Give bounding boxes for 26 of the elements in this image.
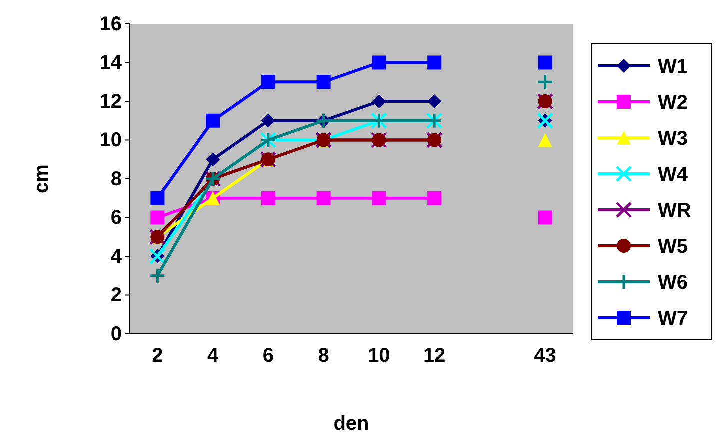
legend-label: W4 xyxy=(658,164,689,186)
y-tick-label: 2 xyxy=(110,284,122,307)
x-tick-label: 43 xyxy=(534,345,556,368)
legend-label: W7 xyxy=(658,308,688,330)
y-tick-label: 14 xyxy=(100,52,123,74)
y-tick-label: 10 xyxy=(100,130,122,152)
x-tick-label: 4 xyxy=(208,345,220,368)
y-tick-label: 12 xyxy=(100,90,122,113)
x-tick-label: 10 xyxy=(368,345,390,368)
x-tick-label: 8 xyxy=(318,345,330,368)
y-axis-title: cm xyxy=(31,164,53,194)
legend-label: W5 xyxy=(658,236,688,258)
y-tick-label: 4 xyxy=(110,246,123,268)
legend-label: W6 xyxy=(658,272,688,294)
legend-label: W3 xyxy=(658,128,688,150)
legend-label: W2 xyxy=(658,92,688,114)
y-tick-label: 8 xyxy=(110,168,122,190)
x-tick-label: 2 xyxy=(152,345,164,368)
x-tick-label: 12 xyxy=(423,345,446,368)
legend-label: W1 xyxy=(658,56,688,78)
y-tick-label: 16 xyxy=(100,13,122,36)
y-tick-label: 0 xyxy=(110,323,122,346)
legend-label: WR xyxy=(658,200,692,222)
y-tick-label: 6 xyxy=(110,207,122,230)
x-axis-title: den xyxy=(334,413,370,435)
x-tick-label: 6 xyxy=(262,345,274,368)
